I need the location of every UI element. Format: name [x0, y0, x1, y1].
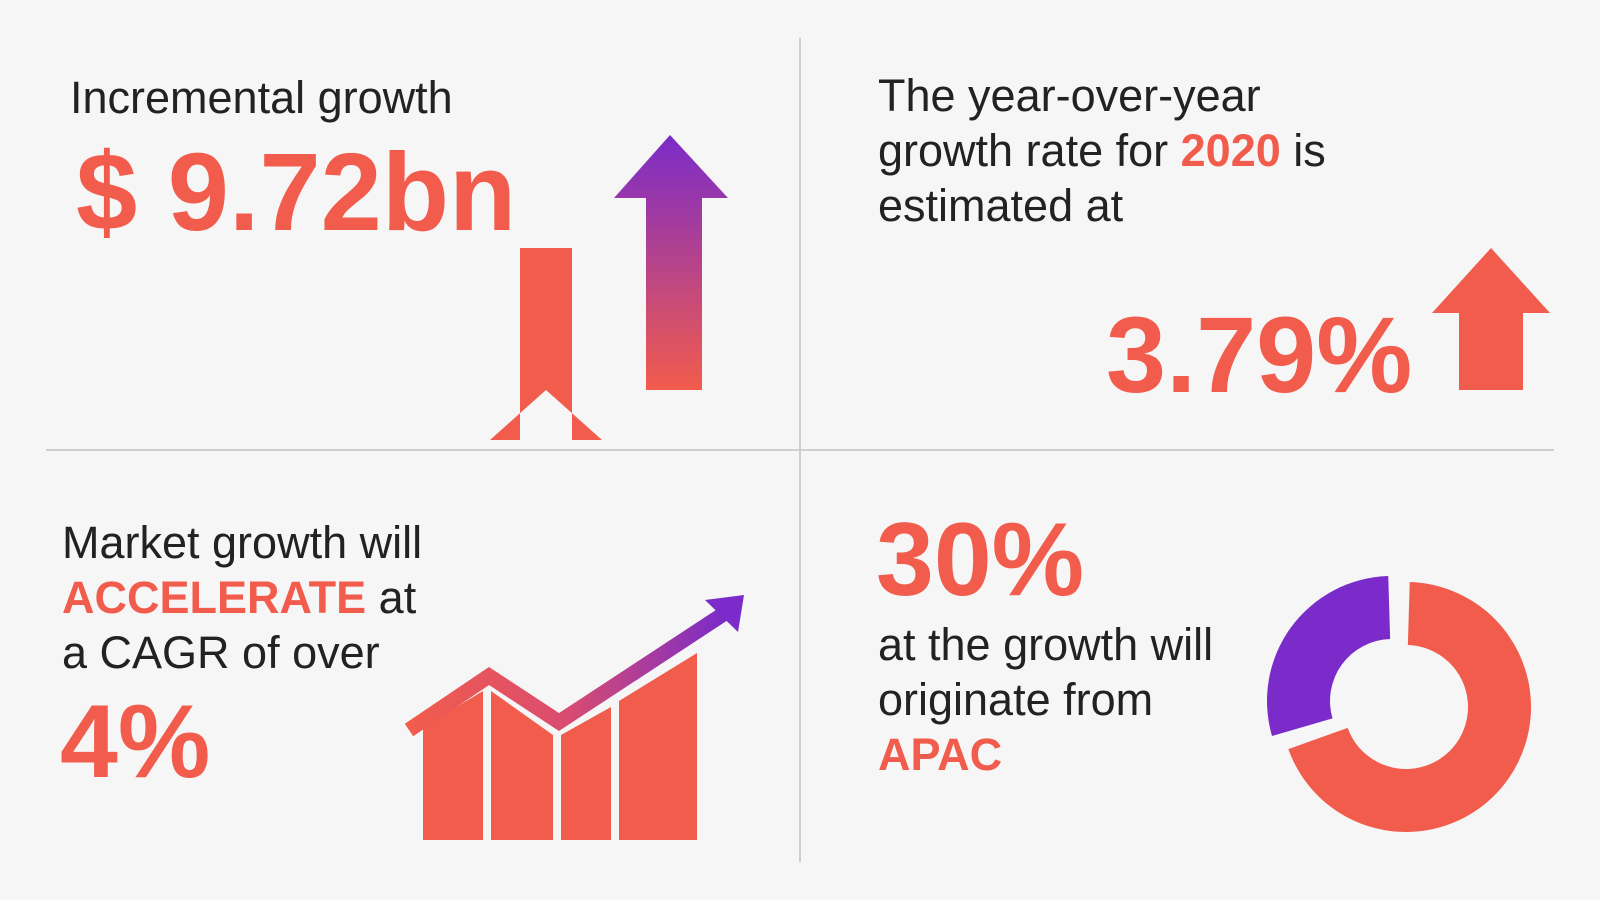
bar-1 — [423, 691, 483, 840]
apac-line2: originate from — [878, 674, 1154, 725]
cagr-text: Market growth will ACCELERATE at a CAGR … — [62, 515, 502, 680]
yoy-line3: estimated at — [878, 180, 1124, 231]
up-arrow-icon — [1432, 248, 1550, 390]
rising-bar-chart-icon — [404, 595, 744, 840]
yoy-line2-pre: growth rate for — [878, 125, 1181, 176]
yoy-text: The year-over-year growth rate for 2020 … — [878, 68, 1438, 233]
incremental-growth-label: Incremental growth — [70, 72, 453, 123]
bar-3 — [561, 707, 611, 840]
yoy-value: 3.79% — [1106, 294, 1413, 415]
small-up-arrow-icon — [490, 248, 602, 440]
yoy-year: 2020 — [1180, 125, 1281, 176]
two-up-arrows-icon — [490, 135, 728, 440]
donut-slice-apac — [1266, 576, 1391, 737]
donut-slice-rest — [1288, 582, 1531, 833]
cagr-accent: ACCELERATE — [62, 572, 367, 623]
apac-share-value: 30% — [876, 502, 1085, 618]
apac-text: at the growth will originate from APAC — [878, 617, 1278, 782]
yoy-line1: The year-over-year — [878, 70, 1261, 121]
yoy-line2-post: is — [1280, 125, 1326, 176]
incremental-growth-value: $ 9.72bn — [76, 131, 517, 254]
donut-chart-icon — [1266, 576, 1531, 833]
apac-line1: at the growth will — [878, 619, 1214, 670]
apac-region: APAC — [878, 729, 1003, 780]
trend-line — [404, 606, 730, 737]
bar-4 — [619, 653, 697, 840]
trend-arrow-head — [705, 595, 744, 632]
bar-2 — [491, 691, 553, 840]
cagr-line3: a CAGR of over — [62, 627, 380, 678]
cagr-line2-post: at — [366, 572, 417, 623]
cagr-line1: Market growth will — [62, 517, 423, 568]
cagr-value: 4% — [60, 684, 211, 800]
tall-up-arrow-icon — [614, 135, 728, 390]
horizontal-divider — [46, 449, 1554, 451]
